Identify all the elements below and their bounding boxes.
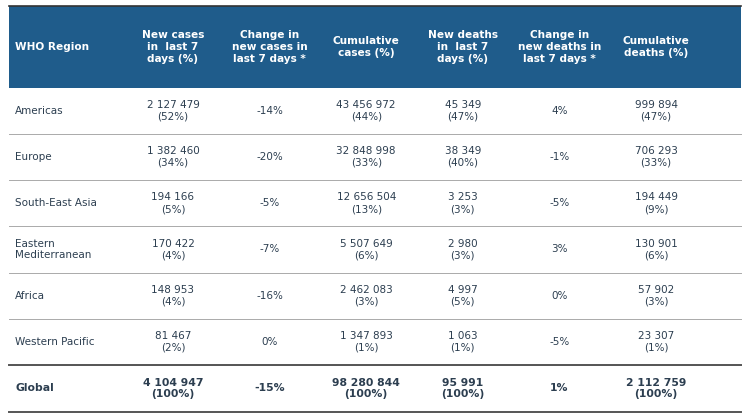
Text: 3 253
(3%): 3 253 (3%) <box>448 192 478 214</box>
Text: -14%: -14% <box>256 106 283 116</box>
Text: Eastern
Mediterranean: Eastern Mediterranean <box>15 239 92 260</box>
Bar <box>9 180 741 227</box>
Text: 0%: 0% <box>262 337 278 347</box>
Text: 3%: 3% <box>551 245 568 255</box>
Text: 1%: 1% <box>550 383 568 393</box>
Text: 2 127 479
(52%): 2 127 479 (52%) <box>146 100 200 122</box>
Text: 0%: 0% <box>551 291 568 301</box>
Text: Africa: Africa <box>15 291 45 301</box>
Text: New deaths
in  last 7
days (%): New deaths in last 7 days (%) <box>427 31 498 64</box>
Text: 4 104 947
(100%): 4 104 947 (100%) <box>142 377 203 399</box>
Text: 32 848 998
(33%): 32 848 998 (33%) <box>337 146 396 168</box>
Text: -5%: -5% <box>549 198 569 208</box>
Bar <box>9 88 741 134</box>
Text: 98 280 844
(100%): 98 280 844 (100%) <box>332 377 400 399</box>
Text: 130 901
(6%): 130 901 (6%) <box>634 239 677 260</box>
Text: 170 422
(4%): 170 422 (4%) <box>152 239 194 260</box>
Text: WHO Region: WHO Region <box>15 42 89 52</box>
Text: 706 293
(33%): 706 293 (33%) <box>634 146 677 168</box>
Text: New cases
in  last 7
days (%): New cases in last 7 days (%) <box>142 31 204 64</box>
Text: 81 467
(2%): 81 467 (2%) <box>154 331 191 353</box>
Text: 4%: 4% <box>551 106 568 116</box>
Bar <box>9 319 741 365</box>
Text: -16%: -16% <box>256 291 283 301</box>
Text: -7%: -7% <box>260 245 280 255</box>
Bar <box>9 365 741 412</box>
Text: 43 456 972
(44%): 43 456 972 (44%) <box>337 100 396 122</box>
Text: -5%: -5% <box>549 337 569 347</box>
Text: Americas: Americas <box>15 106 64 116</box>
Text: South-East Asia: South-East Asia <box>15 198 97 208</box>
Text: 1 063
(1%): 1 063 (1%) <box>448 331 478 353</box>
Text: 4 997
(5%): 4 997 (5%) <box>448 285 478 306</box>
Text: 1 382 460
(34%): 1 382 460 (34%) <box>146 146 200 168</box>
Text: Global: Global <box>15 383 54 393</box>
Text: 38 349
(40%): 38 349 (40%) <box>445 146 481 168</box>
Bar <box>9 227 741 273</box>
Text: 194 449
(9%): 194 449 (9%) <box>634 192 677 214</box>
Text: 5 507 649
(6%): 5 507 649 (6%) <box>340 239 392 260</box>
Text: Europe: Europe <box>15 152 52 162</box>
Text: 95 991
(100%): 95 991 (100%) <box>441 377 485 399</box>
Bar <box>9 134 741 180</box>
Text: 1 347 893
(1%): 1 347 893 (1%) <box>340 331 393 353</box>
Text: -15%: -15% <box>254 383 285 393</box>
Text: 2 462 083
(3%): 2 462 083 (3%) <box>340 285 392 306</box>
Text: -1%: -1% <box>549 152 569 162</box>
Text: Cumulative
cases (%): Cumulative cases (%) <box>333 36 400 58</box>
Text: -5%: -5% <box>260 198 280 208</box>
Text: 23 307
(1%): 23 307 (1%) <box>638 331 674 353</box>
Text: 148 953
(4%): 148 953 (4%) <box>152 285 194 306</box>
Text: 57 902
(3%): 57 902 (3%) <box>638 285 674 306</box>
Text: 2 112 759
(100%): 2 112 759 (100%) <box>626 377 686 399</box>
Text: 12 656 504
(13%): 12 656 504 (13%) <box>337 192 396 214</box>
Text: -20%: -20% <box>256 152 283 162</box>
Bar <box>9 6 741 88</box>
Text: 2 980
(3%): 2 980 (3%) <box>448 239 478 260</box>
Text: Change in
new deaths in
last 7 days *: Change in new deaths in last 7 days * <box>518 31 602 64</box>
Text: 45 349
(47%): 45 349 (47%) <box>445 100 481 122</box>
Text: 194 166
(5%): 194 166 (5%) <box>152 192 194 214</box>
Text: 999 894
(47%): 999 894 (47%) <box>634 100 677 122</box>
Bar <box>9 273 741 319</box>
Text: Western Pacific: Western Pacific <box>15 337 94 347</box>
Text: Cumulative
deaths (%): Cumulative deaths (%) <box>622 36 689 58</box>
Text: Change in
new cases in
last 7 days *: Change in new cases in last 7 days * <box>232 31 308 64</box>
